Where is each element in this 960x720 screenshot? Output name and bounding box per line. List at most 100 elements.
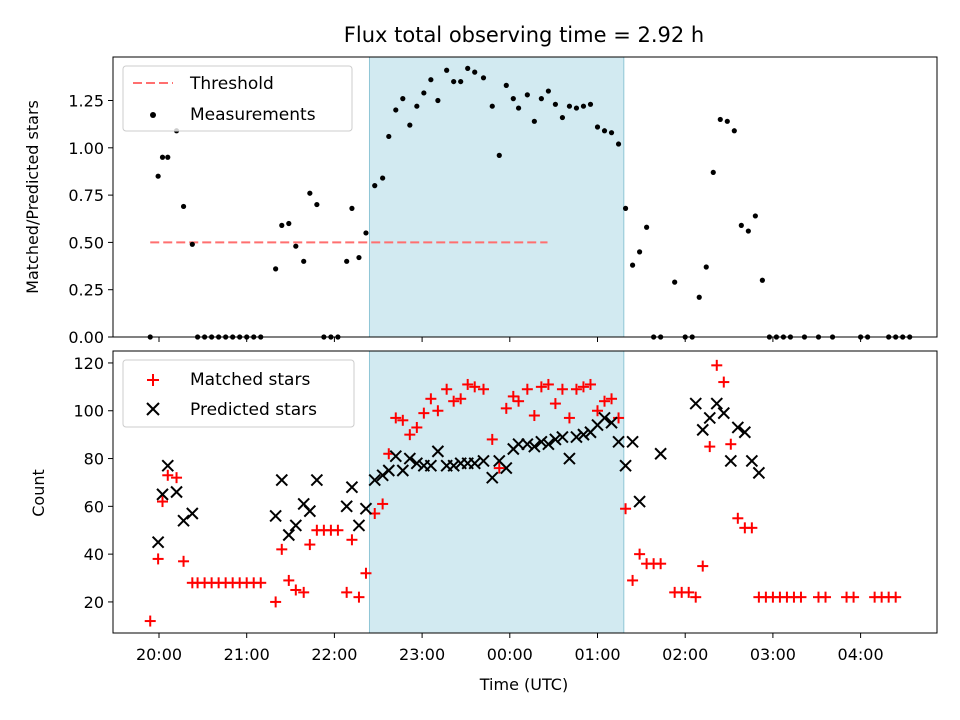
measurement-point	[745, 228, 751, 234]
matched-point	[599, 395, 611, 407]
measurement-point	[273, 266, 279, 272]
predicted-point	[745, 454, 759, 468]
predicted-legend-label: Predicted stars	[190, 400, 317, 420]
measurement-point	[189, 241, 195, 247]
matched-point	[290, 584, 302, 596]
matched-point	[746, 522, 758, 534]
matched-point	[606, 393, 618, 405]
measurement-point	[165, 154, 171, 160]
matched-point	[353, 591, 365, 603]
matched-point	[521, 383, 533, 395]
measurement-point	[356, 254, 362, 261]
top-y-tick-label: 1.25	[68, 92, 104, 111]
predicted-point	[577, 428, 590, 441]
matched-point	[425, 393, 437, 405]
predicted-point	[352, 519, 366, 532]
predicted-point	[186, 507, 199, 520]
measurement-point	[580, 103, 587, 109]
matched-point	[390, 412, 402, 424]
predicted-point	[752, 466, 766, 480]
predicted-point	[535, 435, 548, 449]
measurement-point	[465, 65, 471, 71]
predicted-point	[275, 473, 288, 487]
matched-point	[346, 534, 358, 546]
matched-point	[690, 591, 702, 603]
measurement-point	[314, 201, 320, 208]
measurement-point	[372, 183, 378, 189]
bottom-y-tick-label: 20	[84, 593, 104, 612]
measurement-point	[407, 122, 413, 128]
predicted-point	[563, 452, 576, 465]
predicted-point	[151, 535, 165, 549]
measurement-point	[601, 128, 608, 134]
bottom-plot-frame	[112, 350, 938, 634]
matched-point	[577, 381, 589, 393]
matched-point	[462, 378, 474, 390]
matched-point	[493, 462, 505, 474]
predicted-point	[570, 430, 583, 444]
measurement-point	[594, 124, 601, 130]
predicted-point	[389, 449, 402, 463]
x-tick-label: 03:00	[750, 645, 796, 664]
matched-point	[556, 383, 568, 395]
x-axis-label: Time (UTC)	[479, 675, 568, 694]
bottom-y-tick-label: 40	[84, 545, 104, 564]
matched-point	[171, 472, 183, 484]
top-y-tick-label: 0.25	[68, 281, 104, 300]
measurement-point	[279, 222, 285, 228]
measurement-point	[703, 264, 709, 270]
measurement-point	[344, 258, 350, 264]
measurement-point	[636, 249, 643, 255]
x-tick-label: 04:00	[838, 645, 884, 664]
matched-point	[486, 433, 498, 445]
top-y-tick-label: 0.50	[68, 233, 104, 252]
measurement-point	[472, 69, 478, 75]
matched-point	[697, 560, 709, 572]
predicted-point	[521, 437, 534, 451]
matched-point	[255, 577, 267, 589]
measurement-point	[421, 90, 427, 96]
predicted-point	[477, 454, 490, 468]
matched-point	[477, 383, 489, 395]
predicted-point	[410, 457, 424, 470]
matched-point	[570, 383, 582, 395]
matched-point	[634, 548, 646, 560]
measurement-point	[738, 222, 744, 228]
predicted-point	[542, 437, 555, 451]
bottom-y-tick-label: 120	[73, 354, 104, 373]
measurement-point	[531, 118, 537, 124]
measurement-point	[301, 258, 307, 264]
predicted-point	[512, 437, 525, 451]
predicted-point	[431, 445, 445, 458]
top-legend-box	[122, 65, 353, 132]
matched-point	[513, 395, 525, 407]
x-tick-label: 22:00	[311, 645, 357, 664]
predicted-point	[605, 416, 618, 429]
predicted-point	[703, 411, 716, 425]
matched-point	[507, 390, 519, 402]
bottom-y-tick-label: 100	[73, 402, 104, 421]
matched-point	[341, 586, 353, 598]
bottom-panel: 20 40 60 80 100 120 20:00 21:00 22:00 23:00 00:00…	[29, 350, 938, 694]
measurement-point	[510, 96, 516, 102]
top-y-axis-label: Matched/Predicted stars	[23, 100, 42, 294]
predicted-point	[500, 461, 513, 475]
predicted-point	[710, 397, 723, 410]
bottom-plot-content	[144, 351, 902, 633]
measurement-point	[349, 205, 355, 211]
predicted-point	[403, 452, 417, 465]
measurement-point	[629, 262, 636, 268]
matched-point	[627, 574, 639, 586]
bottom-legend: Matched stars Predicted stars	[122, 359, 355, 428]
measurements-legend-swatch	[150, 112, 156, 118]
predicted-point	[731, 421, 745, 434]
matched-point	[418, 407, 430, 419]
x-tick-label: 01:00	[574, 645, 620, 664]
predicted-point	[424, 459, 438, 472]
matched-point	[704, 441, 716, 453]
matched-point	[144, 615, 156, 627]
measurement-point	[480, 75, 487, 81]
matched-point	[469, 381, 481, 393]
matched-legend-swatch	[147, 374, 159, 386]
